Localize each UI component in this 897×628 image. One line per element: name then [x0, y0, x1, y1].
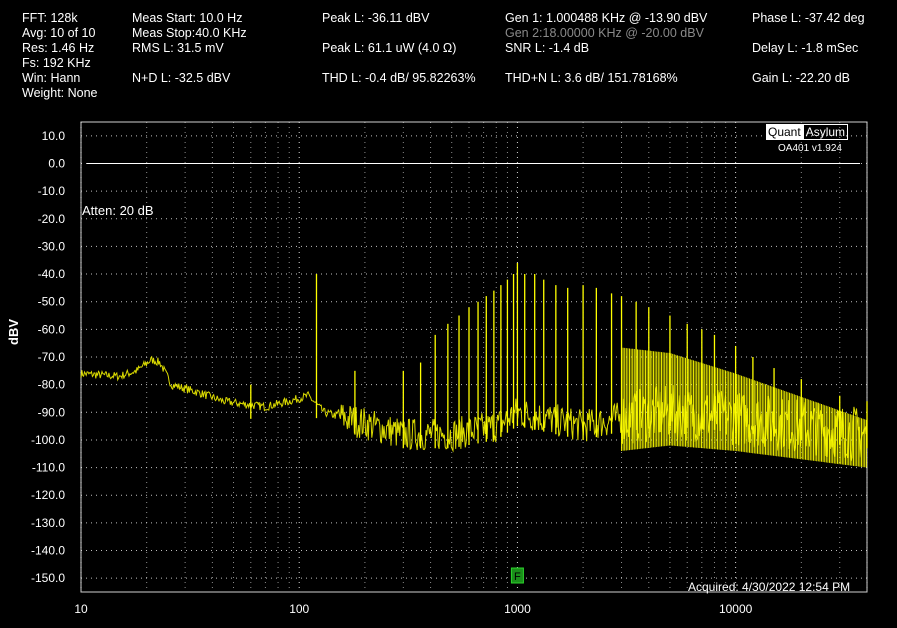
x-tick-label: 1000 [504, 602, 531, 616]
meas-stop: Meas Stop:40.0 KHz [132, 26, 247, 40]
y-tick-label: -60.0 [38, 322, 66, 336]
y-tick-label: -10.0 [38, 184, 66, 198]
x-tick-label: 100 [289, 602, 309, 616]
y-tick-label: -80.0 [38, 378, 66, 392]
delay-left: Delay L: -1.8 mSec [752, 41, 859, 55]
resolution: Res: 1.46 Hz [22, 41, 95, 55]
avg-count: Avg: 10 of 10 [22, 26, 96, 40]
y-tick-label: 10.0 [42, 129, 66, 143]
x-tick-label: 10 [74, 602, 88, 616]
window-type: Win: Hann [22, 71, 81, 85]
plot-frame [80, 121, 868, 593]
y-tick-label: -40.0 [38, 267, 66, 281]
y-tick-label: -130.0 [31, 516, 65, 530]
quantasylum-logo: Quant Asylum [766, 124, 849, 140]
weighting: Weight: None [22, 86, 98, 100]
noise-distortion-left: N+D L: -32.5 dBV [132, 71, 231, 85]
y-tick-label: -150.0 [31, 571, 65, 585]
attenuation-label: Atten: 20 dB [82, 203, 154, 218]
y-tick-label: 0.0 [48, 156, 65, 170]
logo-asylum: Asylum [802, 124, 849, 140]
frequency-marker-label: F [514, 571, 521, 583]
y-tick-label: -70.0 [38, 350, 66, 364]
thd-left: THD L: -0.4 dB/ 95.82263% [322, 71, 476, 85]
snr-left: SNR L: -1.4 dB [505, 41, 590, 55]
meas-start: Meas Start: 10.0 Hz [132, 11, 243, 25]
y-axis-label: dBV [6, 319, 21, 345]
acquired-timestamp: Acquired: 4/30/2022 12:54 PM [688, 580, 851, 594]
fft-size: FFT: 128k [22, 11, 78, 25]
y-tick-label: -110.0 [32, 461, 65, 475]
gain-left: Gain L: -22.20 dB [752, 71, 850, 85]
x-tick-label: 10000 [719, 602, 753, 616]
peak-left-power: Peak L: 61.1 uW (4.0 Ω) [322, 41, 457, 55]
frequency-marker-box [510, 567, 524, 584]
y-tick-label: -100.0 [31, 433, 65, 447]
version-label: OA401 v1.924 [778, 143, 842, 154]
peak-left-dbv: Peak L: -36.11 dBV [322, 11, 430, 25]
generator-2: Gen 2:18.00000 KHz @ -20.00 dBV [505, 26, 704, 40]
y-tick-label: -50.0 [38, 295, 66, 309]
y-tick-label: -120.0 [31, 488, 65, 502]
thd-n-left: THD+N L: 3.6 dB/ 151.78168% [505, 71, 678, 85]
logo-quant: Quant [766, 124, 803, 140]
y-tick-label: -20.0 [38, 212, 66, 226]
phase-left: Phase L: -37.42 deg [752, 11, 865, 25]
spectrum-noise-trace [80, 355, 868, 462]
rms-left: RMS L: 31.5 mV [132, 41, 224, 55]
sample-rate: Fs: 192 KHz [22, 56, 91, 70]
y-tick-label: -30.0 [38, 239, 66, 253]
y-tick-label: -90.0 [38, 405, 66, 419]
generator-1: Gen 1: 1.000488 KHz @ -13.90 dBV [505, 11, 708, 25]
y-tick-label: -140.0 [31, 544, 65, 558]
